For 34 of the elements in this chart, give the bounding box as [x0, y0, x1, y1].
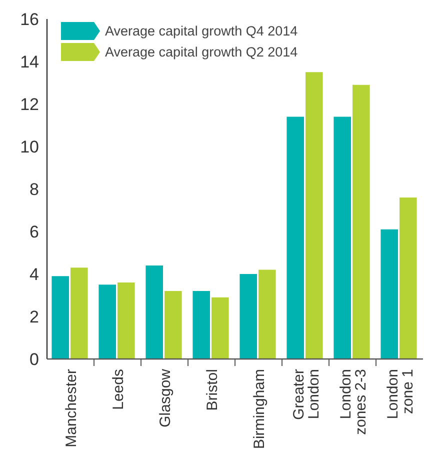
y-tick-label: 6	[30, 222, 39, 242]
y-tick-label: 0	[30, 350, 39, 369]
bar	[380, 229, 398, 359]
y-tick-label: 14	[20, 52, 39, 72]
bar	[146, 266, 163, 359]
x-tick-label: Birmingham	[250, 369, 268, 450]
bar	[212, 297, 229, 359]
legend-label: Average capital growth Q4 2014	[105, 24, 298, 39]
x-tick-label: Glasgow	[156, 368, 174, 428]
bar	[70, 268, 88, 359]
bar	[192, 291, 210, 359]
x-tick-label: Bristol	[204, 369, 221, 411]
bar	[240, 274, 257, 359]
x-tick-label: Manchester	[62, 369, 80, 448]
bar	[286, 116, 304, 359]
y-tick-label: 4	[30, 264, 39, 284]
bar	[98, 284, 116, 359]
y-tick-label: 2	[30, 307, 39, 326]
x-tick-label: London zones 2-3	[337, 369, 370, 435]
bar	[52, 276, 69, 359]
bar	[258, 270, 276, 359]
bar	[400, 198, 417, 359]
bar	[334, 116, 351, 359]
x-tick-label: Greater London	[290, 369, 322, 420]
bar	[118, 282, 135, 359]
y-tick-label: 16	[20, 10, 39, 29]
x-tick-label: Leeds	[110, 369, 127, 410]
bar	[306, 72, 323, 359]
legend-label: Average capital growth Q2 2014	[105, 44, 298, 60]
bar	[352, 84, 370, 359]
bar	[164, 291, 182, 359]
y-tick-label: 10	[20, 137, 39, 156]
y-tick-label: 8	[30, 180, 39, 199]
y-tick-label: 12	[20, 94, 39, 114]
